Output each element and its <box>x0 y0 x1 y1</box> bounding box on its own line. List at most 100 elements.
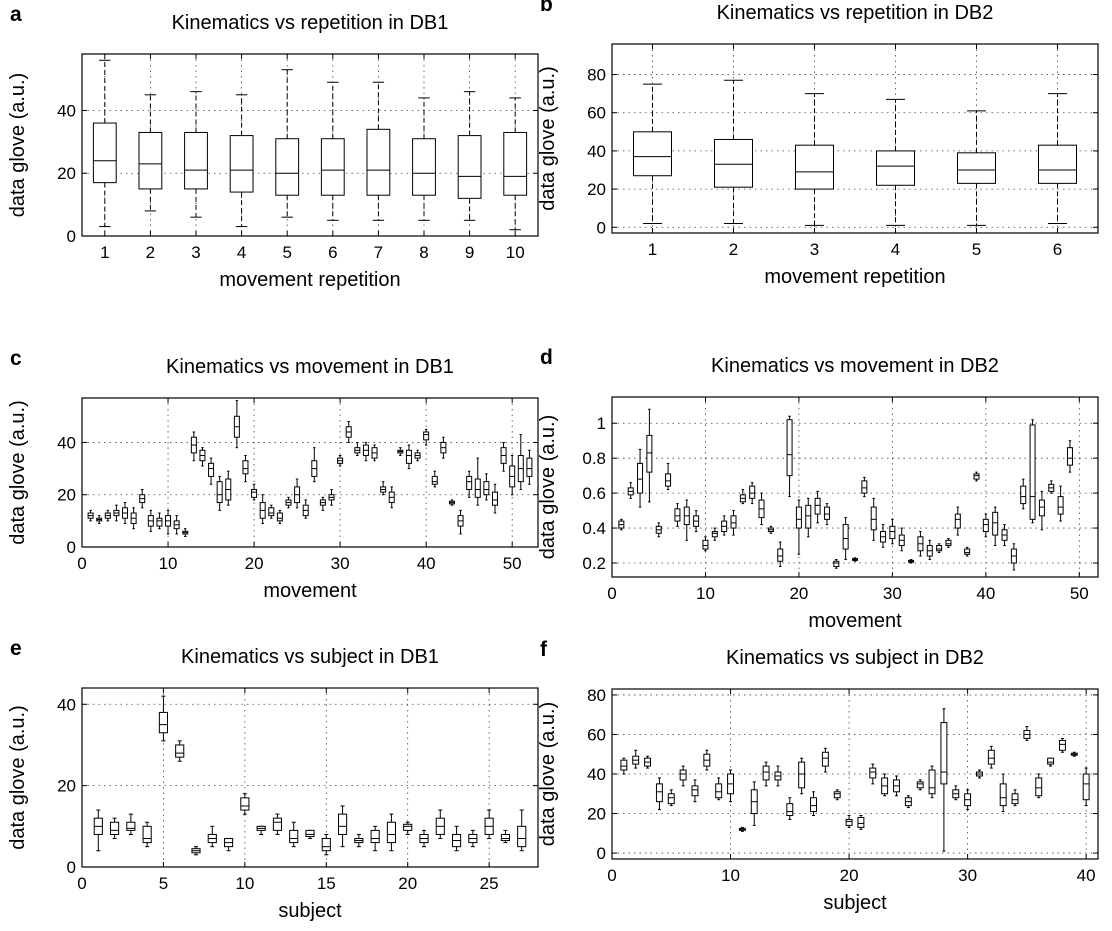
panel-a-x-tick-label: 8 <box>419 243 428 262</box>
panel-d: 0 10 20 30 40 50 0.2 0.4 0.6 0.8 1 d Kinematics vs m… <box>537 346 1099 632</box>
box-body <box>936 545 943 552</box>
panel-d-box-2 <box>627 482 634 499</box>
panel-c-box-11 <box>173 515 180 535</box>
box-body <box>366 128 391 196</box>
box-body <box>646 434 653 473</box>
panel-a-box-9 <box>457 91 482 221</box>
panel-c-y-tick-label: 0 <box>67 538 76 557</box>
panel-d-box-29 <box>880 524 887 548</box>
panel-f-box-25 <box>904 795 912 809</box>
panel-d-y-tick-label: 0.6 <box>582 484 606 503</box>
panel-f-box-12 <box>750 781 758 826</box>
panel-c-box-7 <box>139 488 146 509</box>
panel-c-box-1 <box>87 509 94 522</box>
panel-d-box-23 <box>823 503 830 526</box>
panel-e-x-tick-label: 20 <box>398 874 417 893</box>
panel-a-box-3 <box>184 91 208 218</box>
panel-f-box-31 <box>976 769 983 779</box>
box-body <box>702 539 709 550</box>
panel-e-box-3 <box>126 813 136 835</box>
box-body <box>964 548 971 555</box>
panel-f-y-tick-label: 80 <box>587 686 606 705</box>
panel-a-x-tick-label: 10 <box>506 243 525 262</box>
panel-d-box-25 <box>842 517 849 561</box>
panel-d-box-24 <box>833 559 840 569</box>
box-body <box>1058 739 1066 751</box>
box-body <box>842 524 849 550</box>
panel-f-box-7 <box>691 779 699 803</box>
panel-c-box-20 <box>251 483 258 501</box>
panel-c-box-49 <box>500 441 507 472</box>
panel-c-box-41 <box>431 470 438 488</box>
panel-f-box-38 <box>1058 737 1066 753</box>
panel-c-box-8 <box>147 509 154 532</box>
box-body <box>126 821 136 831</box>
box-body <box>500 833 511 842</box>
panel-d-box-31 <box>898 527 905 552</box>
panel-d-y-tick-label: 0.8 <box>582 449 606 468</box>
panel-c-box-40 <box>423 428 430 446</box>
panel-f-x-tick-label: 30 <box>958 866 977 885</box>
panel-d-title: Kinematics vs movement in DB2 <box>711 355 999 377</box>
box-body <box>876 150 915 186</box>
panel-b-y-tick-label: 20 <box>587 180 606 199</box>
panel-d-x-tick-label: 30 <box>883 584 902 603</box>
panel-b-x-tick-label: 5 <box>972 240 981 259</box>
box-body <box>138 131 163 190</box>
panel-c-box-6 <box>130 507 137 530</box>
panel-f-box-1 <box>620 757 628 775</box>
panel-d-box-9 <box>693 510 700 533</box>
panel-d-letter: d <box>540 346 553 369</box>
panel-f-y-tick-label: 20 <box>587 805 606 824</box>
panel-a-x-tick-label: 4 <box>237 243 246 262</box>
panel-d-y-tick-label: 0.2 <box>582 554 606 573</box>
box-body <box>833 560 840 568</box>
panel-a-title: Kinematics vs repetition in DB1 <box>172 12 449 34</box>
panel-f-y-tick-label: 0 <box>597 844 606 863</box>
panel-f-box-8 <box>703 749 711 771</box>
box-body <box>633 131 672 177</box>
box-body <box>184 131 208 190</box>
panel-f-box-5 <box>667 789 675 807</box>
box-body <box>305 829 315 837</box>
panel-f-box-37 <box>1047 757 1055 767</box>
panel-d-box-45 <box>1029 419 1036 524</box>
panel-f-x-axis-label: subject <box>823 892 887 914</box>
panel-c: 0 10 20 30 40 50 0 20 40 c Kinematics vs movement … <box>7 347 539 602</box>
box-body <box>665 473 672 487</box>
panel-e-box-26 <box>500 829 511 844</box>
panel-a-y-tick-label: 0 <box>67 227 76 246</box>
panel-b-y-axis-label: data glove (a.u.) <box>537 66 559 211</box>
panel-c-box-38 <box>405 444 412 470</box>
panel-c-x-tick-label: 30 <box>331 554 350 573</box>
panel-f-x-tick-label: 10 <box>721 866 740 885</box>
panel-c-box-26 <box>302 499 309 519</box>
panel-e-box-12 <box>272 813 283 835</box>
panel-f-box-30 <box>964 789 972 811</box>
panel-e-box-9 <box>224 838 234 852</box>
panel-f-box-11 <box>738 826 746 832</box>
panel-a-letter: a <box>10 3 22 26</box>
box-body <box>431 475 438 485</box>
panel-c-box-22 <box>268 504 275 519</box>
panel-a-x-tick-label: 9 <box>465 243 474 262</box>
box-body <box>276 512 283 522</box>
panel-e-x-tick-label: 25 <box>480 874 499 893</box>
panel-c-y-tick-label: 40 <box>57 433 76 452</box>
box-body <box>272 817 283 831</box>
panel-a-x-tick-label: 6 <box>328 243 337 262</box>
panel-f-box-18 <box>821 747 829 773</box>
panel-f-box-26 <box>916 779 924 791</box>
box-body <box>289 829 299 844</box>
panel-f-box-21 <box>857 815 865 830</box>
panel-e-box-14 <box>305 829 315 840</box>
panel-e-box-27 <box>517 809 527 852</box>
box-body <box>423 431 430 441</box>
panel-c-box-3 <box>104 509 111 522</box>
panel-d-box-20 <box>795 499 802 555</box>
panel-c-box-34 <box>371 444 378 462</box>
panel-d-box-36 <box>945 538 952 548</box>
panel-d-box-16 <box>758 492 765 526</box>
panel-e-box-13 <box>289 821 299 848</box>
panel-d-x-tick-label: 0 <box>607 584 616 603</box>
